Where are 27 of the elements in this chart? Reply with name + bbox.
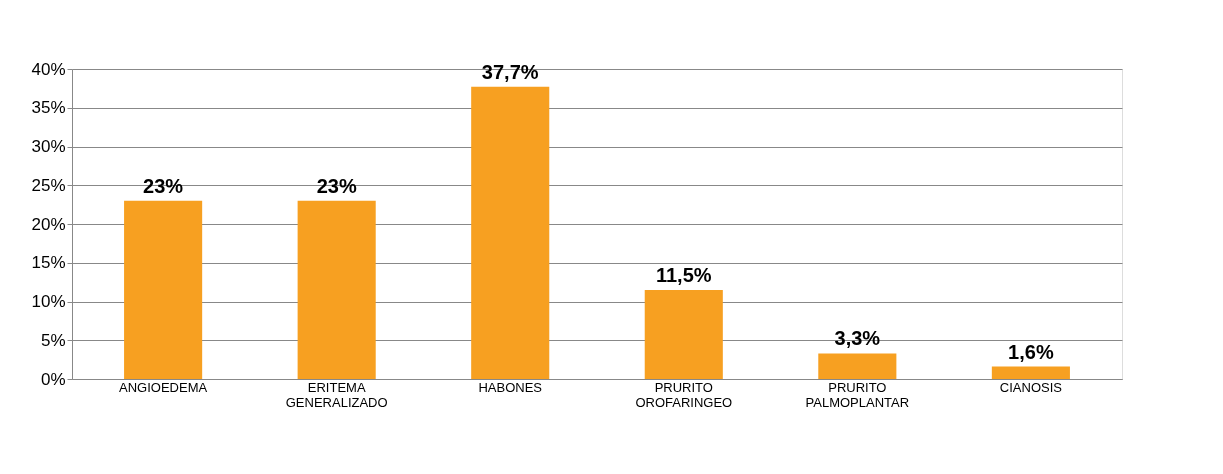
x-tick-label: PRURITO OROFARINGEO (635, 379, 733, 410)
bar (991, 366, 1070, 379)
bar (644, 289, 723, 379)
x-tick-label: ANGIOEDEMA (119, 379, 208, 395)
bar (471, 86, 550, 379)
bar (297, 200, 376, 379)
data-label: 37,7% (481, 60, 539, 83)
y-tick-label: 40% (31, 59, 66, 79)
y-tick-label: 25% (31, 175, 66, 195)
y-tick-label: 5% (40, 330, 66, 350)
data-label: 23% (316, 174, 357, 197)
data-label: 1,6% (1008, 340, 1054, 363)
y-tick-label: 15% (31, 253, 66, 273)
data-label: 11,5% (655, 263, 712, 286)
y-tick-label: 10% (31, 292, 66, 311)
bar (818, 353, 897, 379)
y-tick-label: 0% (40, 369, 66, 389)
x-tick-label: PRURITO PALMOPLANTAR (805, 379, 910, 410)
y-tick-label: 30% (31, 137, 66, 156)
bar (124, 200, 203, 379)
x-tick-label: ERITEMA GENERALIZADO (285, 379, 388, 410)
x-tick-label: CIANOSIS (999, 379, 1063, 395)
data-label: 3,3% (834, 327, 881, 350)
data-label: 23% (143, 174, 184, 197)
y-tick-label: 35% (31, 98, 66, 118)
y-tick-label: 20% (31, 214, 66, 234)
x-tick-label: HABONES (478, 379, 543, 395)
